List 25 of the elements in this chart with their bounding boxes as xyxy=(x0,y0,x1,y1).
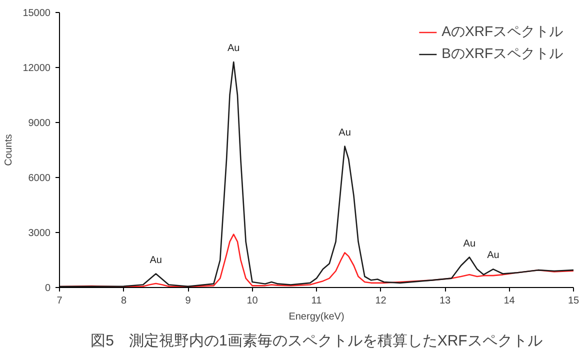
x-tick-label: 11 xyxy=(311,296,322,306)
x-tick-label: 7 xyxy=(56,296,63,306)
x-tick-label: 9 xyxy=(185,296,192,306)
annotation: Au xyxy=(150,254,162,266)
annotation: Au xyxy=(338,127,351,138)
text: 図5 測定視野内の1画素毎のスペクトルを積算したXRFスペクトル xyxy=(90,332,542,350)
x-tick-label: 10 xyxy=(246,296,258,306)
y-tick-label: 9000 xyxy=(28,118,51,129)
x-tick-label: 15 xyxy=(568,296,580,306)
annotation: Au xyxy=(487,250,500,262)
x-tick-label: 14 xyxy=(504,296,516,306)
annotation: Au xyxy=(463,238,476,250)
y-tick-label: 6000 xyxy=(28,173,51,184)
annotation: Au xyxy=(228,43,240,54)
legend-label: AのXRFスペクトル xyxy=(442,23,563,41)
x-axis-title: Energy(keV) xyxy=(288,312,344,322)
x-tick-label: 12 xyxy=(375,296,387,306)
x-tick-label: 8 xyxy=(120,296,127,306)
legend-label: BのXRFスペクトル xyxy=(442,45,563,63)
x-tick-label: 13 xyxy=(439,296,451,306)
y-axis-title: Counts xyxy=(4,134,15,166)
y-tick-label: 12000 xyxy=(22,63,51,74)
y-tick-label: 15000 xyxy=(22,8,51,19)
y-tick-label: 0 xyxy=(44,283,51,294)
y-tick-label: 3000 xyxy=(28,228,51,239)
